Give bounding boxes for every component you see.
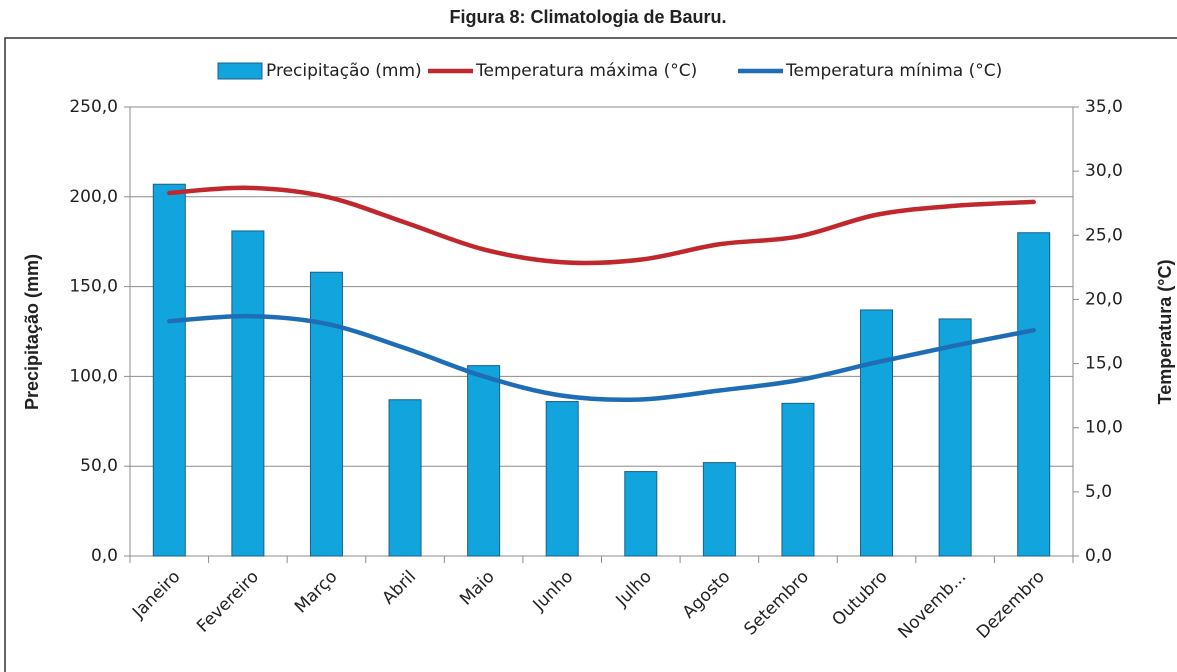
legend-label: Temperatura máxima (°C) <box>475 61 697 81</box>
y-tick-label: 200,0 <box>69 187 118 207</box>
y2-tick-label: 30,0 <box>1085 161 1123 181</box>
bar <box>624 471 658 557</box>
legend-label: Precipitação (mm) <box>266 61 422 81</box>
x-tick-label: Maio <box>456 567 499 610</box>
y2-tick-label: 20,0 <box>1085 289 1123 309</box>
y-tick-label: 0,0 <box>91 546 118 566</box>
bar <box>467 365 501 557</box>
bar <box>152 183 186 557</box>
x-tick-label: Dezembro <box>973 567 1049 643</box>
y2-tick-label: 15,0 <box>1085 354 1123 374</box>
y2-axis-title: Temperatura (°C) <box>1155 260 1175 405</box>
x-tick-label: Março <box>291 567 342 618</box>
line-series <box>167 313 1036 403</box>
bar <box>860 309 894 557</box>
bar <box>309 271 343 557</box>
x-tick-label: Novemb... <box>894 567 970 643</box>
chart-title: Figura 8: Climatologia de Bauru. <box>449 7 726 27</box>
x-tick-label: Setembro <box>740 567 813 640</box>
bar <box>702 462 736 557</box>
y2-tick-label: 5,0 <box>1085 482 1112 502</box>
bar <box>231 230 265 557</box>
bar <box>388 399 422 557</box>
y2-tick-label: 25,0 <box>1085 225 1123 245</box>
x-tick-label: Agosto <box>679 567 735 623</box>
y-tick-label: 100,0 <box>69 366 118 386</box>
x-tick-label: Fevereiro <box>193 567 263 637</box>
y-tick-label: 150,0 <box>69 277 118 297</box>
y2-tick-label: 10,0 <box>1085 418 1123 438</box>
bar <box>781 402 815 557</box>
y2-tick-label: 35,0 <box>1085 97 1123 117</box>
x-tick-label: Janeiro <box>128 567 184 623</box>
y-axis-title: Precipitação (mm) <box>22 254 42 410</box>
bar <box>1017 232 1051 557</box>
x-tick-label: Abril <box>378 567 420 609</box>
legend-swatch <box>217 62 263 80</box>
chart-frame <box>4 37 1177 672</box>
bar <box>545 401 579 557</box>
y-tick-label: 250,0 <box>69 97 118 117</box>
bar <box>938 318 972 557</box>
y2-tick-label: 0,0 <box>1085 546 1112 566</box>
x-tick-label: Julho <box>612 567 656 611</box>
legend-label: Temperatura mínima (°C) <box>785 61 1002 81</box>
line-series <box>167 185 1036 266</box>
x-tick-label: Junho <box>529 567 578 616</box>
x-tick-label: Outubro <box>828 567 891 630</box>
y-tick-label: 50,0 <box>80 456 118 476</box>
